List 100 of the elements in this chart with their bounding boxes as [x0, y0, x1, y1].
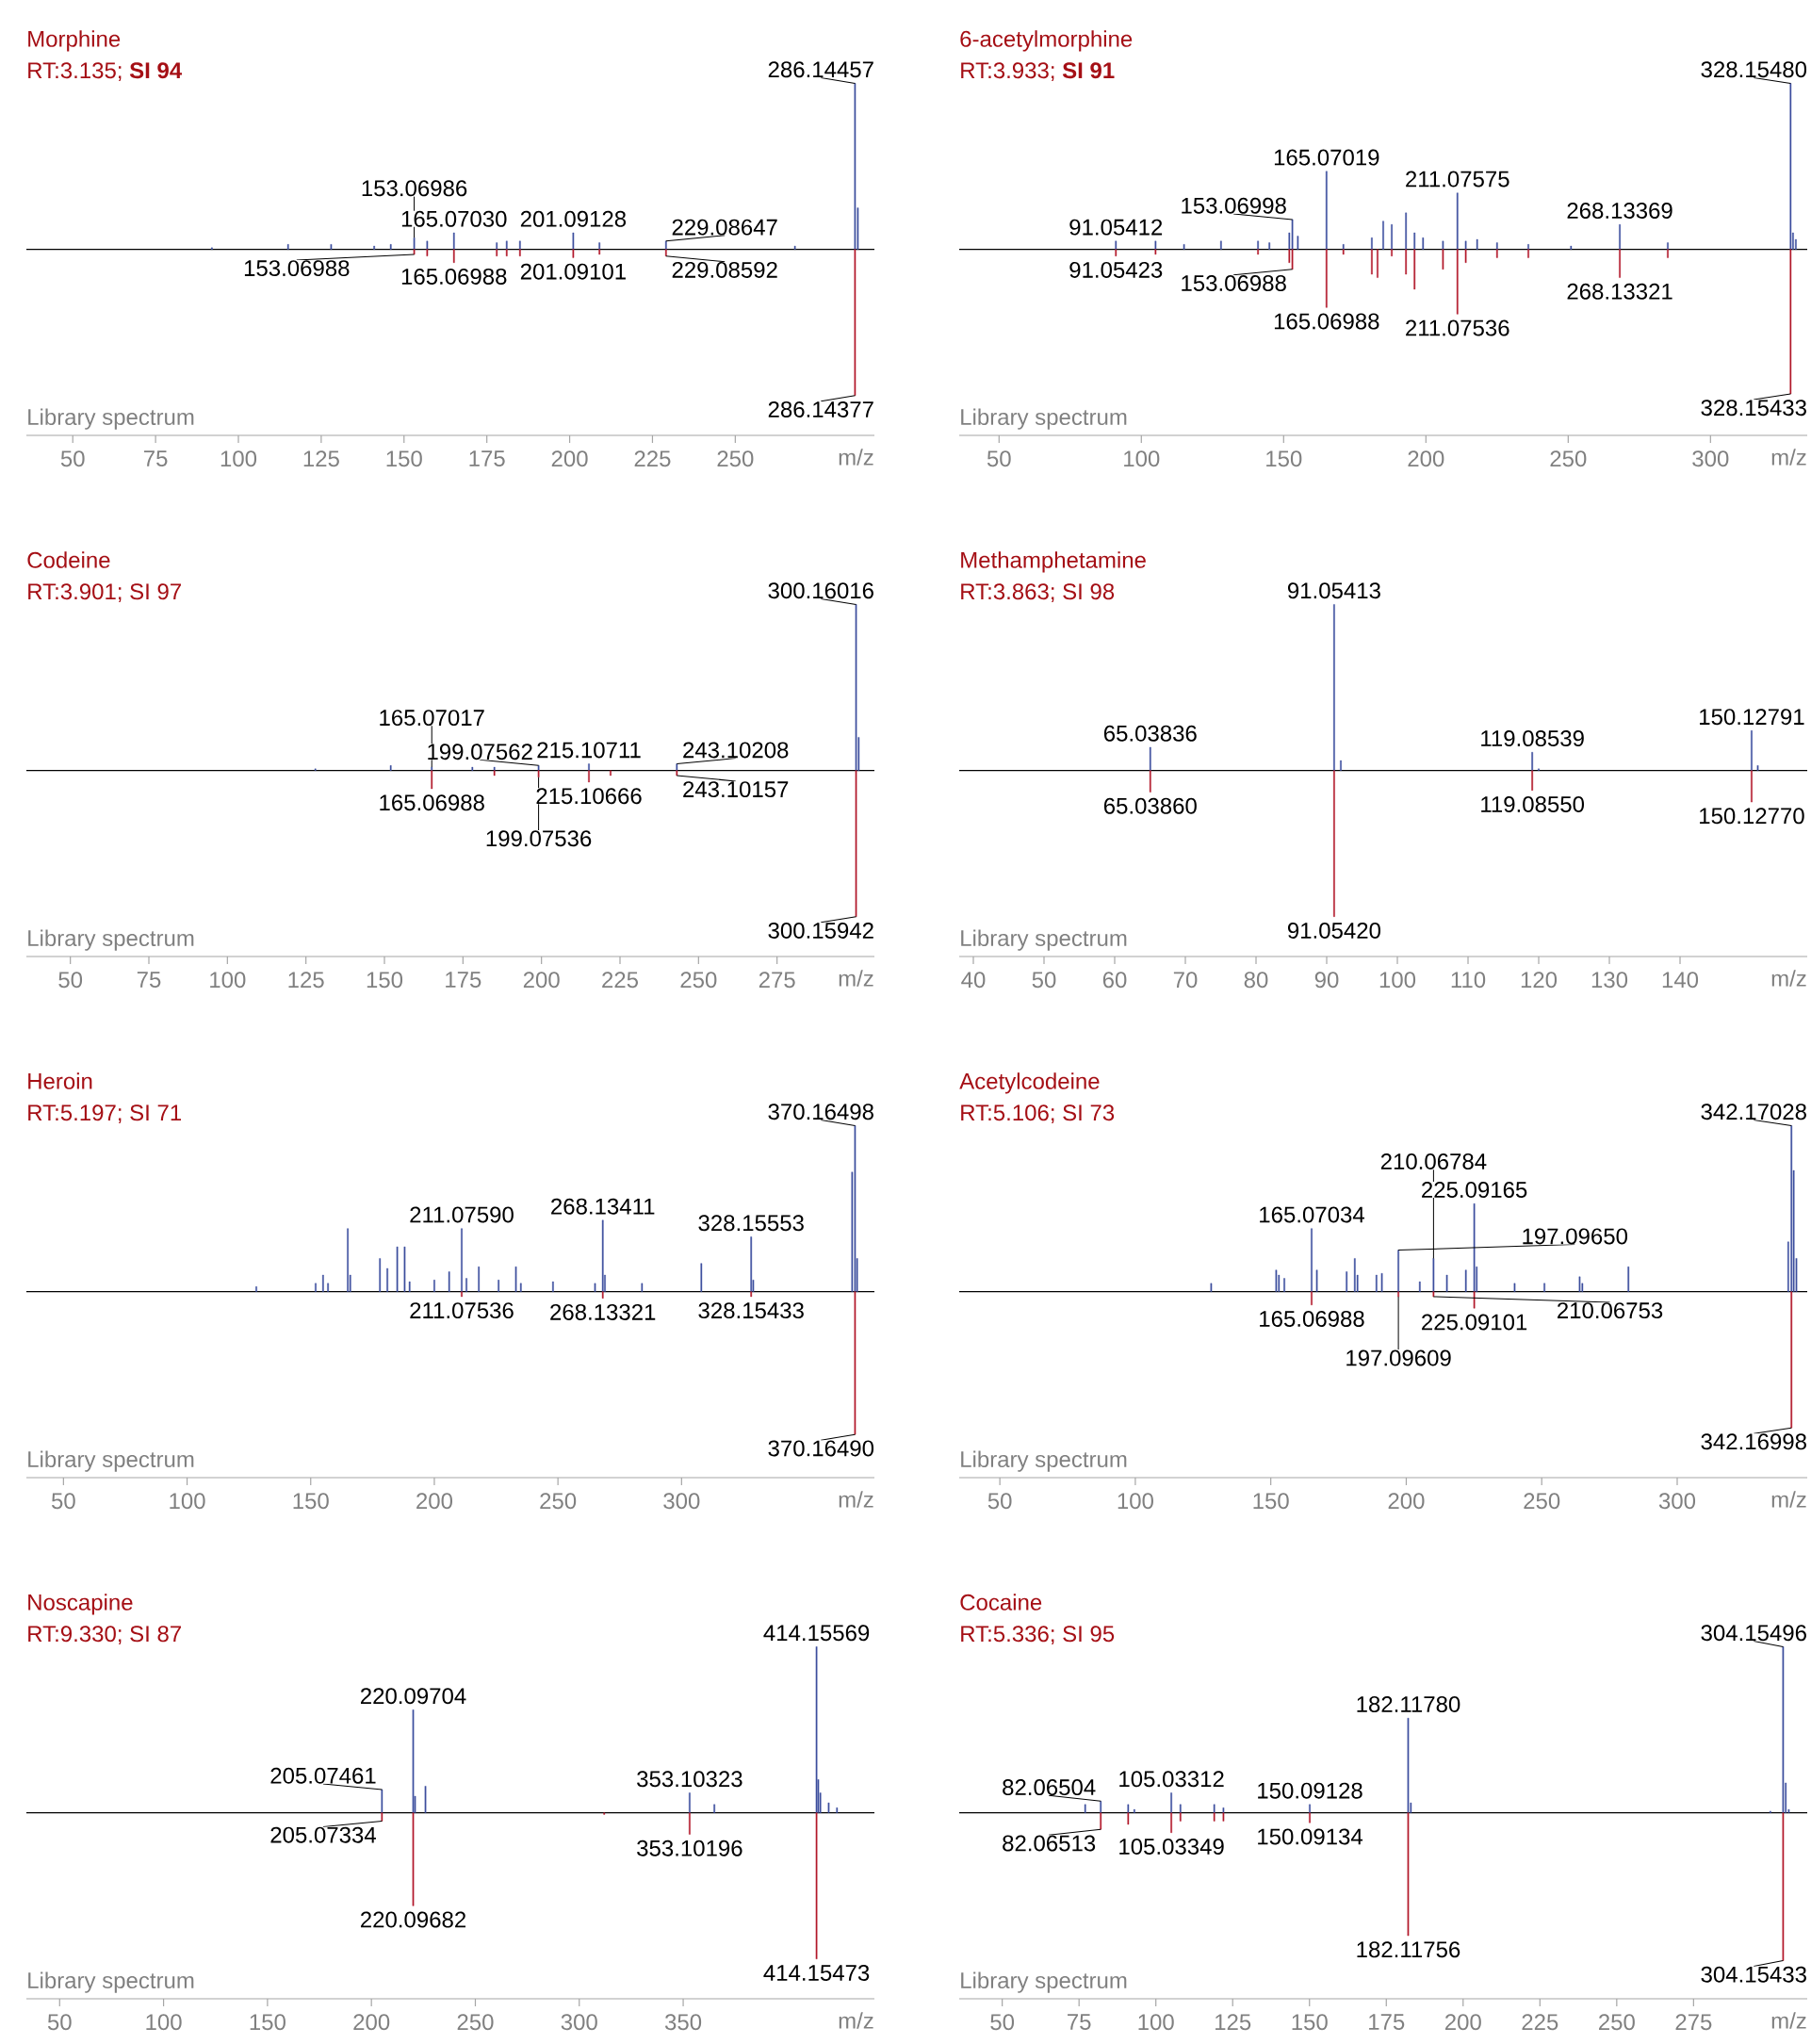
annotation: 211.07536: [410, 1302, 514, 1319]
annotation: 229.08592: [672, 261, 777, 278]
x-tick-label: 40: [961, 972, 986, 989]
text: Library spectrum: [961, 408, 1127, 430]
annotation: 304.15496: [1701, 1625, 1806, 1642]
x-tick-label: 300: [1658, 1493, 1696, 1510]
x-tick-label: 100: [1379, 972, 1416, 989]
annotation: 220.09704: [360, 1688, 466, 1705]
annotation: 225.09101: [1422, 1314, 1527, 1331]
x-axis-title: m/z: [839, 970, 873, 987]
annotation: 215.10711: [537, 742, 641, 759]
chart-subtitle: RT:3.863; SI 98: [961, 583, 1115, 603]
annotation: 150.09134: [1258, 1828, 1363, 1845]
x-tick-label: 50: [990, 2014, 1015, 2031]
annotation: 328.15480: [1701, 61, 1807, 78]
chart-title: Heroin: [28, 1072, 92, 1089]
annotation: 268.13321: [1567, 283, 1672, 300]
x-tick-label: 125: [1215, 2014, 1251, 2031]
annotation: 91.05420: [1287, 922, 1380, 939]
x-tick-label: 250: [1550, 450, 1587, 467]
chart-subtitle: RT:3.933; SI 91: [961, 62, 1115, 82]
annotation: 119.08550: [1481, 795, 1585, 812]
annotation: 150.12770: [1700, 808, 1804, 825]
annotation: 82.06504: [1003, 1779, 1096, 1796]
annotation: 182.11756: [1357, 1941, 1460, 1958]
x-tick-label: 100: [1138, 2014, 1174, 2031]
x-tick-label: 225: [634, 450, 671, 467]
x-axis-title: m/z: [1771, 2012, 1806, 2029]
annotation: 211.07590: [410, 1206, 514, 1223]
annotation: 304.15433: [1701, 1966, 1806, 1983]
chart-title: Acetylcodeine: [959, 1072, 1100, 1094]
text: Library spectrum: [28, 929, 194, 951]
annotation: 105.03312: [1119, 1771, 1224, 1788]
annotation: 328.15553: [698, 1215, 804, 1232]
annotation: 328.15433: [698, 1302, 804, 1319]
annotation: 328.15433: [1701, 400, 1806, 417]
x-tick-label: 100: [1124, 450, 1160, 467]
annotation: 370.16490: [768, 1440, 874, 1457]
x-tick-label: 225: [602, 972, 639, 989]
annotation: 153.06986: [362, 180, 467, 197]
annotation: 165.06988: [380, 794, 484, 811]
x-tick-label: 125: [303, 450, 339, 467]
x-tick-label: 200: [1388, 1493, 1425, 1510]
x-tick-label: 120: [1521, 972, 1558, 989]
annotation: 105.03349: [1119, 1839, 1224, 1855]
annotation: 199.07562: [428, 744, 532, 760]
x-tick-label: 250: [1599, 2014, 1635, 2031]
x-tick-label: 50: [987, 450, 1011, 467]
annotation: 201.09128: [520, 210, 627, 227]
x-tick-label: 50: [58, 972, 83, 989]
annotation: 353.10196: [637, 1840, 742, 1856]
annotation: 342.17028: [1701, 1104, 1806, 1120]
x-tick-label: 80: [1244, 972, 1268, 989]
annotation: 165.06988: [1274, 313, 1379, 330]
chart-title: Codeine: [27, 551, 110, 568]
x-tick-label: 100: [146, 2014, 182, 2031]
annotation: 153.06998: [1182, 197, 1286, 214]
text: Library spectrum: [961, 1450, 1127, 1472]
x-tick-label: 125: [288, 972, 324, 989]
x-tick-label: 50: [1032, 972, 1056, 989]
x-axis-title: m/z: [1771, 970, 1806, 987]
annotation: 414.15473: [763, 1964, 870, 1981]
x-tick-label: 250: [717, 450, 754, 467]
annotation: 91.05413: [1287, 582, 1380, 599]
x-tick-label: 250: [680, 972, 717, 989]
annotation: 211.07536: [1406, 319, 1509, 336]
x-tick-label: 250: [457, 2014, 494, 2031]
x-tick-label: 175: [1369, 2014, 1405, 2030]
annotation: 153.06988: [1182, 274, 1286, 291]
annotation: 286.14457: [768, 61, 873, 78]
text: Library spectrum: [961, 929, 1127, 951]
x-tick-label: 110: [1451, 972, 1486, 989]
annotation: 165.06988: [401, 268, 507, 285]
x-tick-label: 350: [664, 2014, 702, 2031]
x-tick-label: 275: [759, 972, 795, 989]
annotation: 201.09101: [520, 263, 626, 280]
chart-title: 6-acetylmorphine: [960, 30, 1133, 52]
x-tick-label: 90: [1314, 972, 1339, 989]
annotation: 182.11780: [1357, 1696, 1460, 1712]
x-tick-label: 50: [987, 1493, 1012, 1510]
x-tick-label: 300: [663, 1493, 700, 1510]
x-tick-label: 100: [1118, 1493, 1153, 1510]
x-tick-label: 225: [1522, 2014, 1558, 2031]
chart-subtitle: RT:3.135; SI 94: [28, 62, 183, 82]
annotation: 342.16998: [1701, 1433, 1806, 1450]
annotation: 197.09650: [1523, 1228, 1628, 1245]
text: Library spectrum: [961, 1971, 1127, 1993]
x-tick-label: 100: [170, 1493, 205, 1510]
annotation: 370.16498: [768, 1104, 873, 1120]
x-tick-label: 130: [1591, 972, 1628, 989]
annotation: 215.10666: [536, 788, 642, 805]
annotation: 300.16016: [768, 582, 873, 599]
text: Library spectrum: [28, 1450, 194, 1472]
annotation: 119.08539: [1481, 730, 1584, 747]
x-tick-label: 75: [137, 972, 161, 988]
annotation: 210.06784: [1380, 1153, 1487, 1169]
chart-subtitle: RT:9.330; SI 87: [28, 1626, 181, 1645]
x-tick-label: 50: [47, 2014, 72, 2031]
chart-subtitle: RT:5.197; SI 71: [28, 1104, 181, 1124]
chart-subtitle: RT:5.336; SI 95: [961, 1626, 1115, 1645]
